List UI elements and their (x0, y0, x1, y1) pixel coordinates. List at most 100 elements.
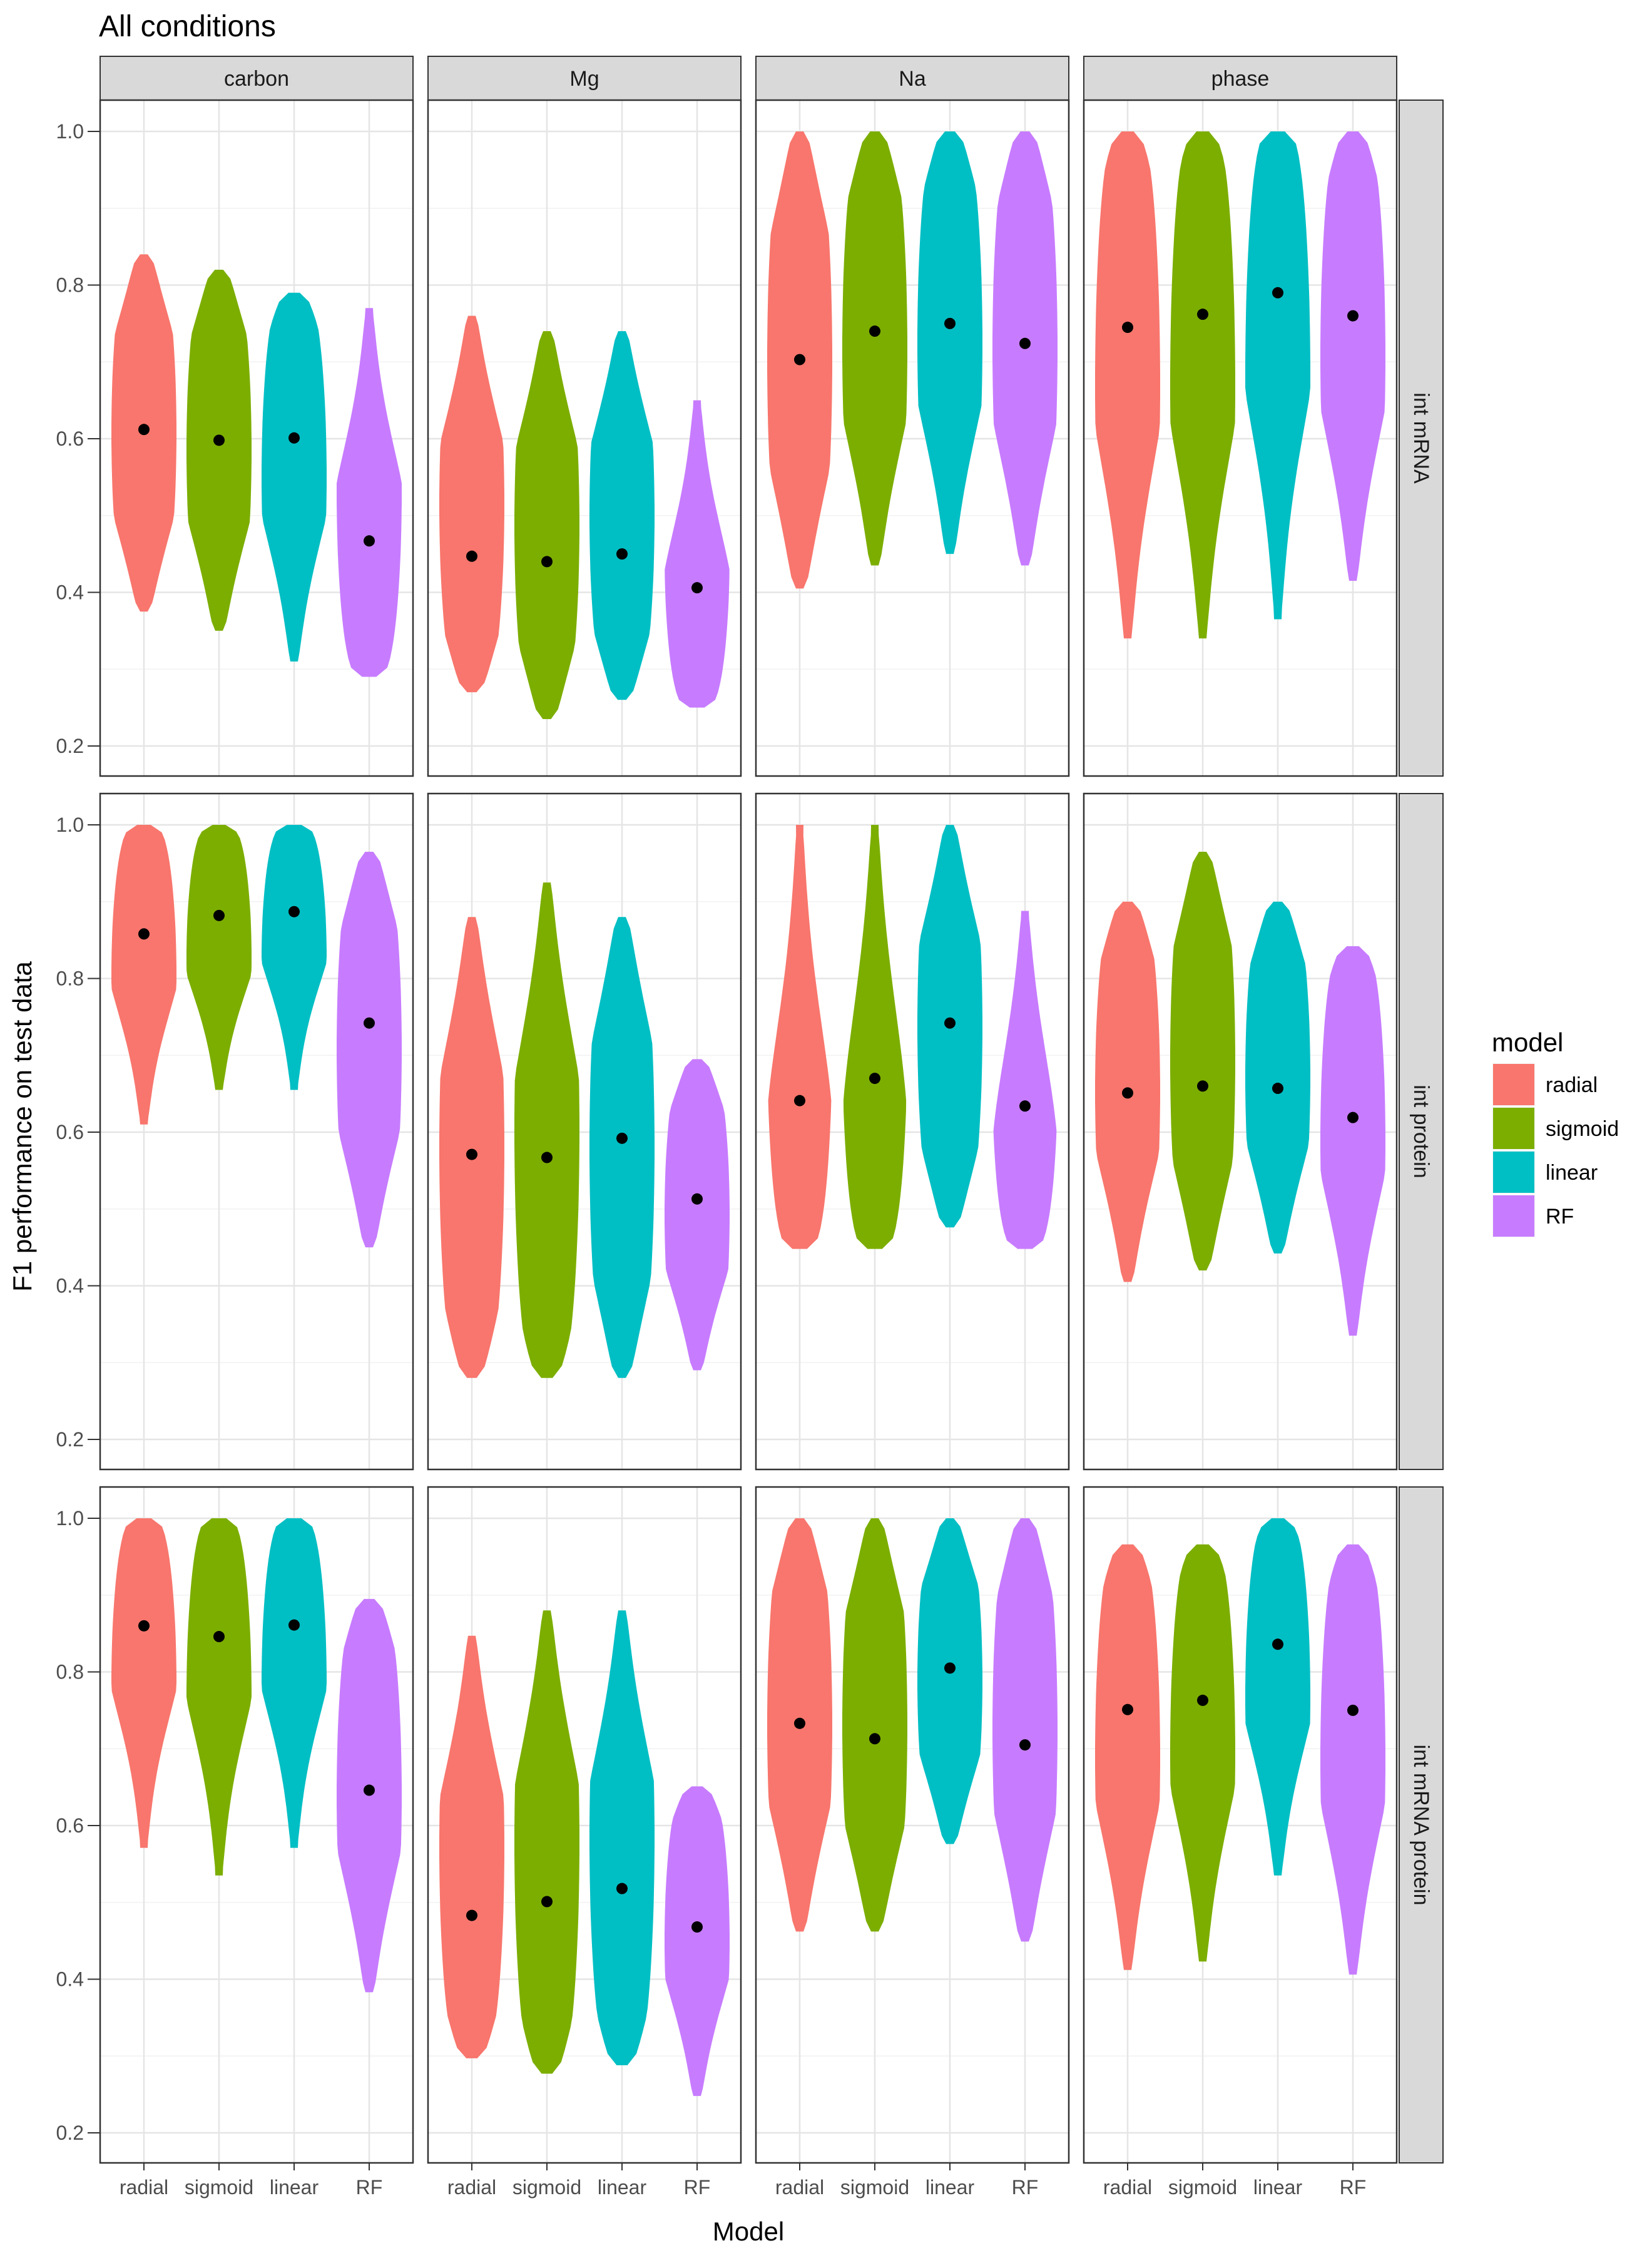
mean-point-sigmoid (869, 1073, 880, 1085)
legend-label: RF (1546, 1205, 1574, 1229)
legend-label: linear (1546, 1161, 1598, 1185)
x-tick-label: radial (775, 2176, 824, 2199)
panel-na-0 (755, 99, 1070, 777)
column-strip-label: phase (1211, 67, 1270, 91)
x-tick-label: RF (1012, 2176, 1039, 2199)
mean-point-linear (944, 1017, 956, 1029)
mean-point-RF (1347, 310, 1359, 322)
legend-swatch (1493, 1195, 1534, 1237)
mean-point-linear (944, 1662, 956, 1674)
violin-sigmoid (186, 825, 252, 1090)
violin-radial (439, 315, 504, 693)
violin-sigmoid (186, 1518, 252, 1876)
panel-border (755, 792, 1070, 1471)
violin-RF (665, 400, 730, 708)
mean-point-radial (466, 1148, 477, 1160)
mean-point-linear (288, 906, 300, 917)
mean-point-radial (138, 928, 150, 940)
mean-point-radial (794, 1095, 805, 1106)
y-tick-label: 0.2 (56, 735, 84, 757)
violin-sigmoid (1170, 852, 1235, 1270)
panel-border (1083, 1486, 1398, 2164)
violin-radial (111, 825, 176, 1125)
x-tick-label: linear (270, 2176, 319, 2199)
panel-carbon-2 (99, 1486, 414, 2164)
mean-point-linear (1272, 1083, 1283, 1095)
column-strip-phase: phase (1083, 56, 1397, 101)
violin-RF (665, 1059, 730, 1371)
violin-radial (1095, 131, 1160, 639)
mean-point-linear (288, 432, 300, 444)
mean-point-linear (616, 548, 628, 560)
x-tick-label: sigmoid (185, 2176, 253, 2199)
mean-point-radial (794, 354, 805, 365)
panel-na-1 (755, 792, 1070, 1471)
violin-RF (992, 1518, 1058, 1942)
violin-linear (917, 131, 982, 554)
violin-sigmoid (842, 131, 907, 566)
row-strip-label: int mRNA protein (1409, 1745, 1433, 1906)
row-strip-bg (1399, 793, 1444, 1470)
x-tick-label: RF (1340, 2176, 1367, 2199)
mean-point-RF (364, 1017, 375, 1029)
violin-RF (665, 1786, 730, 2097)
violin-radial (439, 1635, 504, 2058)
x-tick-label: sigmoid (840, 2176, 909, 2199)
y-tick-label: 1.0 (56, 1507, 84, 1530)
y-tick-label: 0.2 (56, 2122, 84, 2144)
row-strip-label: int mRNA (1409, 392, 1433, 484)
y-tick-label: 0.8 (56, 968, 84, 990)
panels: carbon Mg Na phase int mRNA int protein int mR… (56, 56, 1444, 2199)
mean-point-RF (1019, 1100, 1031, 1112)
violin-linear (262, 292, 327, 662)
violin-RF (993, 911, 1057, 1249)
panel-border (755, 1486, 1070, 2164)
mean-point-radial (1122, 1087, 1133, 1099)
row-strip-bg (1399, 1486, 1444, 2164)
violin-RF (337, 852, 402, 1248)
violin-radial (1095, 1544, 1160, 1970)
column-strip-bg (1083, 56, 1397, 101)
mean-point-RF (364, 1784, 375, 1796)
mean-point-sigmoid (1197, 309, 1208, 320)
panel-na-2 (755, 1486, 1070, 2164)
mean-point-sigmoid (1197, 1694, 1208, 1706)
x-tick-label: sigmoid (512, 2176, 581, 2199)
mean-point-linear (288, 1619, 300, 1631)
column-strip-label: Mg (569, 67, 599, 91)
legend-swatch (1493, 1064, 1534, 1105)
panel-border (99, 1486, 414, 2164)
legend-label: sigmoid (1546, 1117, 1619, 1141)
violin-sigmoid (186, 270, 252, 631)
x-tick-label: sigmoid (1168, 2176, 1237, 2199)
x-tick-label: linear (1253, 2176, 1303, 2199)
chart-title: All conditions (99, 10, 276, 43)
mean-point-sigmoid (1197, 1080, 1208, 1092)
x-tick-label: radial (120, 2176, 168, 2199)
panel-border (427, 1486, 742, 2164)
panel-border (1083, 792, 1398, 1471)
violin-sigmoid (514, 331, 579, 719)
violin-sigmoid (1170, 1544, 1235, 1962)
mean-point-RF (1347, 1111, 1359, 1123)
mean-point-sigmoid (869, 1733, 880, 1745)
mean-point-RF (1019, 337, 1031, 349)
mean-point-RF (691, 1193, 703, 1205)
legend-label: radial (1546, 1073, 1598, 1097)
legend-title: model (1492, 1028, 1563, 1057)
row-strip-label: int protein (1409, 1085, 1433, 1178)
mean-point-linear (616, 1132, 628, 1144)
y-tick-label: 0.4 (56, 1968, 84, 1991)
column-strip-label: Na (899, 67, 926, 91)
row-strip-0: int mRNA (1399, 100, 1444, 777)
column-strip-bg (427, 56, 742, 101)
legend-swatch (1493, 1108, 1534, 1149)
violin-linear (589, 331, 655, 700)
panel-mg-0 (427, 99, 742, 777)
mean-point-RF (1019, 1739, 1031, 1751)
mean-point-sigmoid (541, 1152, 553, 1163)
mean-point-sigmoid (541, 1896, 553, 1908)
mean-point-radial (138, 1620, 150, 1632)
column-strip-carbon: carbon (99, 56, 414, 101)
y-tick-label: 0.4 (56, 1275, 84, 1297)
